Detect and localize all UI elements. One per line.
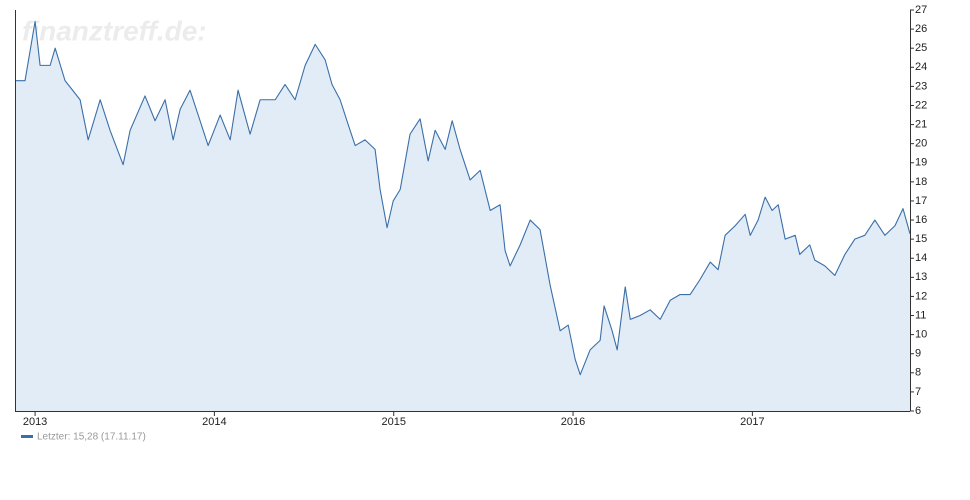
line — [15, 20, 911, 376]
x-tick-label: 2013 — [23, 416, 47, 428]
y-tick-label: 11 — [915, 309, 926, 321]
legend-swatch — [21, 435, 33, 438]
y-tick-label: 18 — [915, 176, 927, 188]
y-tick-label: 17 — [915, 195, 927, 207]
y-tick-label: 26 — [915, 23, 927, 35]
y-tick-label: 13 — [915, 271, 927, 283]
area — [15, 21, 910, 412]
y-tick-label: 14 — [915, 252, 927, 264]
y-tick-label: 25 — [915, 42, 927, 54]
y-tick-label: 22 — [915, 99, 927, 111]
y-tick-label: 27 — [915, 4, 927, 16]
y-tick-label: 23 — [915, 80, 927, 92]
y-tick-label: 7 — [915, 386, 921, 398]
x-tick-label: 2015 — [381, 416, 405, 428]
x-tick-label: 2014 — [202, 416, 226, 428]
y-tick-label: 8 — [915, 367, 921, 379]
watermark: finanztreff.de: — [22, 15, 207, 46]
y-tick-label: 21 — [915, 118, 927, 130]
x-tick-label: 2016 — [561, 416, 585, 428]
y-tick-label: 12 — [915, 290, 927, 302]
x-tick-label: 2017 — [740, 416, 764, 428]
y-tick-label: 9 — [915, 348, 921, 360]
y-tick-label: 24 — [915, 61, 927, 73]
y-tick-label: 15 — [915, 233, 927, 245]
y-tick-label: 19 — [915, 157, 927, 169]
y-tick-label: 10 — [915, 329, 927, 341]
y-tick-label: 16 — [915, 214, 927, 226]
legend-label: Letzter: 15,28 (17.11.17) — [37, 432, 146, 443]
y-tick-label: 20 — [915, 138, 927, 150]
y-tick-label: 6 — [915, 405, 921, 417]
